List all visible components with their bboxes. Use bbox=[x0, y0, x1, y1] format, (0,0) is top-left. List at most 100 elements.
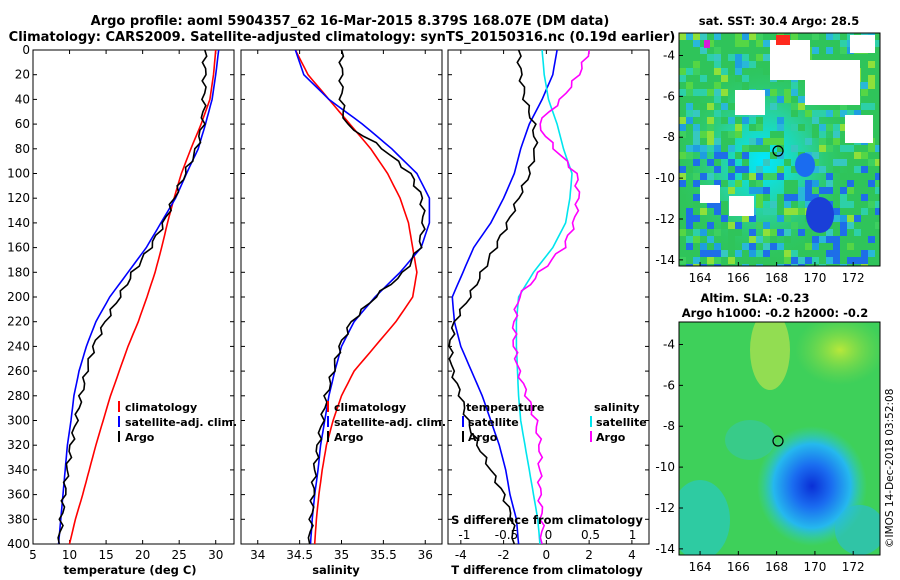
lat-tick-label: -12 bbox=[655, 212, 675, 226]
argo-position-marker bbox=[772, 145, 784, 157]
s-difference-xlabel: S difference from climatology bbox=[451, 513, 643, 527]
s-difference-tick-labels: -1 -0.5 0 0.5 1 bbox=[458, 528, 636, 542]
difference-legend-salinity: salinity satellite Argo bbox=[590, 401, 647, 444]
lat-tick-label: -4 bbox=[663, 337, 675, 351]
series-line-temperature-satellite bbox=[451, 50, 558, 544]
argo-position-marker-sla bbox=[772, 435, 784, 447]
x-tick-label: 2 bbox=[585, 548, 593, 562]
legend-climatology: climatology bbox=[334, 401, 406, 414]
series-line-argo bbox=[57, 50, 208, 544]
lat-tick-label: -8 bbox=[663, 130, 675, 144]
x-tick-label: 0 bbox=[543, 548, 551, 562]
depth-tick-label: 80 bbox=[15, 142, 30, 156]
lon-tick-label: 164 bbox=[689, 271, 712, 285]
depth-tick-label: 320 bbox=[7, 438, 30, 452]
legend-salinity-title: salinity bbox=[594, 401, 640, 414]
temperature-legend: climatology satellite-adj. clim. Argo bbox=[118, 401, 237, 444]
legend-t-argo: Argo bbox=[468, 431, 498, 444]
lat-tick-label: -10 bbox=[655, 460, 675, 474]
series-line-argo bbox=[307, 50, 426, 544]
salinity-panel: 34 34.5 35 35.5 36 salinity climatology sate… bbox=[240, 49, 446, 577]
legend-climatology: climatology bbox=[125, 401, 197, 414]
x-tick-label: 20 bbox=[135, 548, 150, 562]
depth-tick-label: 280 bbox=[7, 389, 30, 403]
legend-satellite: satellite-adj. clim. bbox=[334, 416, 446, 429]
x-tick-label: 36 bbox=[418, 548, 433, 562]
temperature-xlabel: temperature (deg C) bbox=[63, 563, 196, 577]
depth-tick-label: 200 bbox=[7, 290, 30, 304]
lat-tick-label: -8 bbox=[663, 419, 675, 433]
salinity-tick-labels: 34 34.5 35 35.5 36 bbox=[250, 50, 433, 562]
lon-tick-label: 168 bbox=[765, 271, 788, 285]
temperature-panel: 0204060801001201401601802002202402602803… bbox=[7, 43, 649, 577]
salinity-series bbox=[294, 50, 431, 544]
sst-map: sat. SST: 30.4 Argo: 28.5 164 166 168 170 17… bbox=[655, 14, 881, 285]
lat-tick-label: -14 bbox=[655, 542, 675, 556]
depth-tick-label: 20 bbox=[15, 68, 30, 82]
legend-s-argo: Argo bbox=[596, 431, 626, 444]
sla-map-subtitle: Argo h1000: -0.2 h2000: -0.2 bbox=[682, 306, 869, 320]
depth-tick-label: 160 bbox=[7, 241, 30, 255]
t-difference-tick-labels: -4 -2 0 2 4 bbox=[455, 50, 636, 562]
t-difference-xlabel: T difference from climatology bbox=[451, 563, 643, 577]
lon-tick-label: 168 bbox=[765, 560, 788, 574]
lon-tick-label: 164 bbox=[689, 560, 712, 574]
lon-tick-label: 166 bbox=[727, 560, 750, 574]
sst-map-lat-ticks: -4 -6 -8 -10 -12 -14 bbox=[655, 48, 683, 267]
x-tick-label: 5 bbox=[29, 548, 37, 562]
series-line-satellite-adj-clim- bbox=[294, 50, 431, 544]
s-diff-tick-label: 1 bbox=[629, 528, 637, 542]
difference-panel: -4 -2 0 2 4 -1 -0.5 0 0.5 1 S difference from cl… bbox=[447, 49, 650, 577]
lon-tick-label: 172 bbox=[842, 560, 865, 574]
x-tick-label: 30 bbox=[208, 548, 223, 562]
lon-tick-label: 170 bbox=[803, 560, 826, 574]
depth-tick-label: 100 bbox=[7, 167, 30, 181]
series-line-salinity-satellite bbox=[515, 50, 573, 544]
series-line-climatology bbox=[294, 50, 418, 544]
x-tick-label: 4 bbox=[628, 548, 636, 562]
lat-tick-label: -14 bbox=[655, 253, 675, 267]
sla-map-lon-ticks: 164 166 168 170 172 bbox=[689, 551, 865, 574]
temperature-series bbox=[57, 50, 220, 544]
x-tick-label: 35 bbox=[334, 548, 349, 562]
depth-tick-label: 300 bbox=[7, 414, 30, 428]
temperature-axes-frame bbox=[32, 49, 235, 545]
copyright-stamp: ©IMOS 14-Dec-2018 03:52:08 bbox=[884, 389, 896, 548]
depth-tick-label: 220 bbox=[7, 315, 30, 329]
depth-tick-label: 340 bbox=[7, 463, 30, 477]
s-diff-tick-label: -0.5 bbox=[495, 528, 518, 542]
lon-tick-label: 166 bbox=[727, 271, 750, 285]
lat-tick-label: -10 bbox=[655, 171, 675, 185]
lat-tick-label: -6 bbox=[663, 378, 675, 392]
series-line-climatology bbox=[68, 50, 217, 544]
sst-map-title: sat. SST: 30.4 Argo: 28.5 bbox=[699, 14, 859, 28]
difference-axes-frame bbox=[447, 49, 650, 545]
lat-tick-label: -4 bbox=[663, 48, 675, 62]
sla-map-frame bbox=[678, 321, 881, 556]
lon-tick-label: 172 bbox=[842, 271, 865, 285]
depth-tick-label: 240 bbox=[7, 339, 30, 353]
salinity-xlabel: salinity bbox=[312, 563, 360, 577]
legend-satellite: satellite-adj. clim. bbox=[125, 416, 237, 429]
series-line-salinity-argo bbox=[511, 50, 590, 544]
x-tick-label: 10 bbox=[62, 548, 77, 562]
legend-argo: Argo bbox=[125, 431, 155, 444]
depth-tick-label: 380 bbox=[7, 512, 30, 526]
sla-map: Altim. SLA: -0.23 Argo h1000: -0.2 h2000… bbox=[655, 291, 881, 574]
depth-tick-label: 180 bbox=[7, 265, 30, 279]
depth-tick-label: 60 bbox=[15, 117, 30, 131]
x-tick-label: 34 bbox=[250, 548, 265, 562]
depth-tick-label: 260 bbox=[7, 364, 30, 378]
title-line-2: Climatology: CARS2009. Satellite-adjuste… bbox=[9, 30, 676, 45]
series-line-satellite-adj-clim- bbox=[57, 50, 220, 544]
depth-tick-labels: 0 20 40 60 80 100 120 140 160 180 200 220 240 260 280 3… bbox=[7, 43, 649, 551]
x-tick-label: 15 bbox=[98, 548, 113, 562]
legend-argo: Argo bbox=[334, 431, 364, 444]
series-line-temperature-argo bbox=[448, 50, 539, 544]
sst-map-lon-ticks: 164 166 168 170 172 bbox=[689, 262, 865, 285]
sst-map-frame bbox=[678, 32, 881, 267]
s-diff-tick-label: 0 bbox=[545, 528, 553, 542]
depth-tick-label: 40 bbox=[15, 92, 30, 106]
sst-map-image bbox=[679, 33, 880, 266]
